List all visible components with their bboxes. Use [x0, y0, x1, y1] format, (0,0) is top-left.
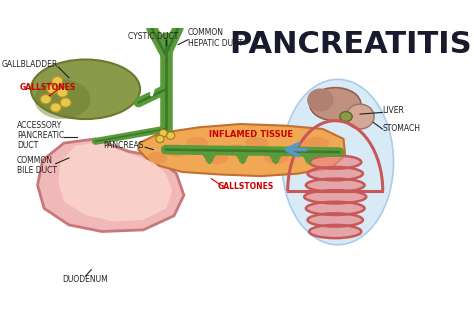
Text: PANCREAS: PANCREAS: [103, 141, 143, 150]
Ellipse shape: [31, 60, 140, 119]
Text: GALLBLADDER: GALLBLADDER: [2, 60, 58, 69]
Ellipse shape: [309, 156, 361, 169]
Ellipse shape: [60, 98, 71, 107]
Text: ACCESSORY
PANCREATIC
DUCT: ACCESSORY PANCREATIC DUCT: [17, 121, 64, 150]
Ellipse shape: [52, 76, 63, 86]
Text: COMMON
HEPATIC DUCT: COMMON HEPATIC DUCT: [188, 28, 243, 48]
Text: CYSTIC DUCT: CYSTIC DUCT: [128, 32, 178, 41]
Ellipse shape: [57, 88, 68, 97]
Ellipse shape: [346, 104, 374, 129]
Ellipse shape: [308, 213, 363, 227]
Text: COMMON
BILE DUCT: COMMON BILE DUCT: [17, 156, 57, 175]
Text: DUODENUM: DUODENUM: [63, 275, 109, 284]
Text: LIVER: LIVER: [383, 106, 404, 115]
Ellipse shape: [308, 167, 363, 180]
Text: GALLSTONES: GALLSTONES: [19, 83, 75, 92]
Ellipse shape: [306, 179, 365, 192]
Text: PANCREATITIS: PANCREATITIS: [229, 30, 472, 59]
Polygon shape: [37, 139, 184, 232]
Ellipse shape: [245, 137, 269, 149]
Ellipse shape: [282, 79, 393, 245]
Ellipse shape: [156, 135, 164, 143]
Polygon shape: [138, 124, 345, 176]
Text: STOMACH: STOMACH: [383, 125, 420, 134]
Ellipse shape: [306, 202, 365, 215]
Ellipse shape: [340, 112, 352, 121]
Ellipse shape: [206, 152, 228, 164]
Ellipse shape: [307, 89, 334, 112]
Ellipse shape: [283, 144, 309, 157]
Ellipse shape: [166, 132, 175, 139]
Ellipse shape: [159, 129, 167, 137]
Ellipse shape: [225, 144, 248, 157]
Ellipse shape: [310, 88, 361, 121]
Ellipse shape: [40, 95, 51, 104]
Polygon shape: [58, 142, 173, 222]
Text: INFLAMED TISSUE: INFLAMED TISSUE: [209, 130, 293, 139]
Ellipse shape: [147, 152, 167, 164]
Ellipse shape: [309, 225, 361, 238]
Ellipse shape: [47, 85, 58, 94]
Ellipse shape: [264, 152, 289, 164]
Ellipse shape: [50, 103, 61, 112]
Ellipse shape: [304, 190, 366, 204]
Ellipse shape: [167, 144, 188, 157]
Ellipse shape: [303, 137, 329, 149]
Text: GALLSTONES: GALLSTONES: [218, 182, 274, 191]
Ellipse shape: [34, 79, 91, 119]
Ellipse shape: [186, 137, 208, 149]
